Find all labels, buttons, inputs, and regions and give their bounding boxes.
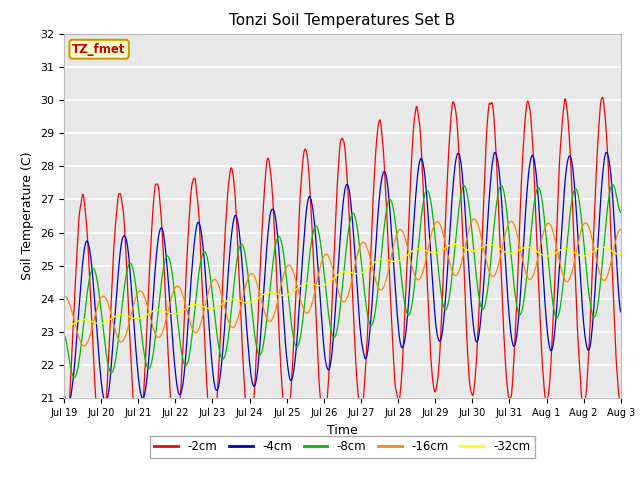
Legend: -2cm, -4cm, -8cm, -16cm, -32cm: -2cm, -4cm, -8cm, -16cm, -32cm <box>150 436 535 458</box>
X-axis label: Time: Time <box>327 424 358 437</box>
Title: Tonzi Soil Temperatures Set B: Tonzi Soil Temperatures Set B <box>229 13 456 28</box>
Text: TZ_fmet: TZ_fmet <box>72 43 126 56</box>
Y-axis label: Soil Temperature (C): Soil Temperature (C) <box>22 152 35 280</box>
